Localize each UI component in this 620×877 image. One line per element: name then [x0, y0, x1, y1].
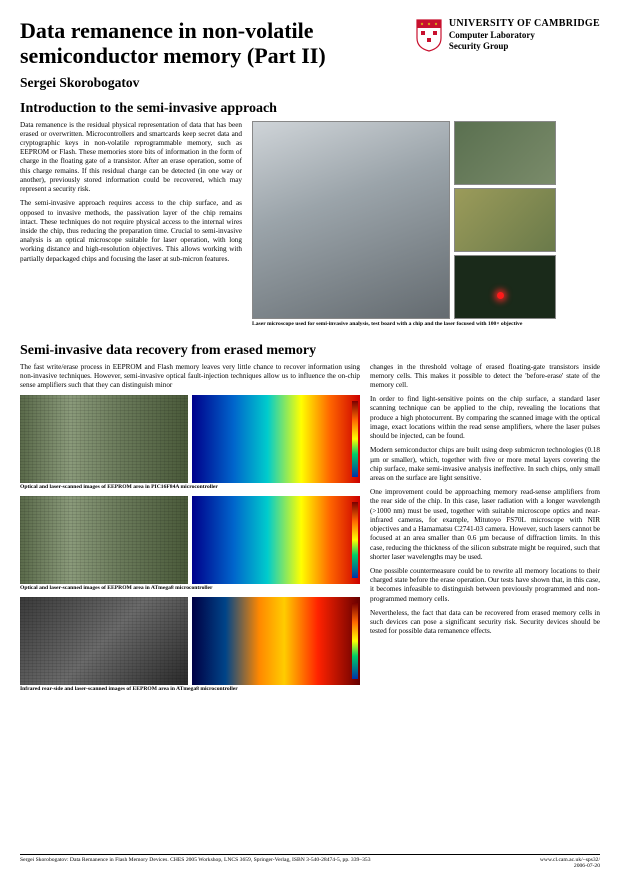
microscope-image	[252, 121, 450, 319]
header: Data remanence in non-volatile semicondu…	[20, 18, 600, 91]
recovery-para-6: Nevertheless, the fact that data can be …	[370, 609, 600, 637]
figure-row-1	[20, 395, 360, 483]
laser-dot-icon	[497, 292, 504, 299]
intro-section: Data remanence is the residual physical …	[20, 121, 600, 333]
colorbar-icon	[352, 401, 358, 477]
recovery-section: The fast write/erase process in EEPROM a…	[20, 363, 600, 699]
recovery-para-5: One possible countermeasure could be to …	[370, 567, 600, 604]
atmega8-infrared-laserscan-image	[192, 597, 360, 685]
laser-focus-image	[454, 255, 556, 319]
pic16f84a-laserscan-image	[192, 395, 360, 483]
atmega8-optical-image	[20, 496, 188, 584]
recovery-lead: The fast write/erase process in EEPROM a…	[20, 363, 360, 391]
testboard-image-1	[454, 121, 556, 185]
colorbar-icon	[352, 502, 358, 578]
figure-row-2	[20, 496, 360, 584]
recovery-para-4: One improvement could be approaching mem…	[370, 488, 600, 562]
recovery-right-column: changes in the threshold voltage of eras…	[370, 363, 600, 699]
page-title: Data remanence in non-volatile semicondu…	[20, 18, 405, 69]
dept-line-2: Security Group	[449, 41, 600, 51]
figure-3-caption: Infrared rear-side and laser-scanned ima…	[20, 686, 360, 692]
intro-para-1: Data remanence is the residual physical …	[20, 121, 242, 195]
colorbar-icon	[352, 603, 358, 679]
intro-image-caption: Laser microscope used for semi-invasive …	[252, 321, 522, 327]
atmega8-laserscan-image	[192, 496, 360, 584]
author: Sergei Skorobogatov	[20, 75, 405, 91]
figure-1-caption: Optical and laser-scanned images of EEPR…	[20, 484, 360, 490]
footer-right: www.cl.cam.ac.uk/~sps32/ 2006-07-20	[540, 857, 600, 869]
intro-text-column: Data remanence is the residual physical …	[20, 121, 242, 333]
pic16f84a-optical-image	[20, 395, 188, 483]
title-block: Data remanence in non-volatile semicondu…	[20, 18, 405, 91]
university-block: UNIVERSITY OF CAMBRIDGE Computer Laborat…	[415, 18, 600, 52]
intro-heading: Introduction to the semi-invasive approa…	[20, 101, 600, 117]
recovery-para-2: In order to find light-sensitive points …	[370, 395, 600, 441]
intro-para-2: The semi-invasive approach requires acce…	[20, 199, 242, 264]
figure-row-3	[20, 597, 360, 685]
university-name: UNIVERSITY OF CAMBRIDGE	[449, 18, 600, 29]
footer-date: 2006-07-20	[574, 863, 600, 869]
recovery-left-column: The fast write/erase process in EEPROM a…	[20, 363, 360, 699]
recovery-heading: Semi-invasive data recovery from erased …	[20, 343, 600, 359]
figure-2-caption: Optical and laser-scanned images of EEPR…	[20, 585, 360, 591]
recovery-para-1: changes in the threshold voltage of eras…	[370, 363, 600, 391]
intro-images: Laser microscope used for semi-invasive …	[252, 121, 600, 333]
university-text: UNIVERSITY OF CAMBRIDGE Computer Laborat…	[449, 18, 600, 52]
footer-citation: Sergei Skorobogatov: Data Remanence in F…	[20, 857, 371, 869]
footer: Sergei Skorobogatov: Data Remanence in F…	[20, 854, 600, 869]
atmega8-infrared-image	[20, 597, 188, 685]
recovery-para-3: Modern semiconductor chips are built usi…	[370, 446, 600, 483]
dept-line-1: Computer Laboratory	[449, 30, 600, 40]
cambridge-shield-icon	[415, 18, 443, 52]
testboard-image-2	[454, 188, 556, 252]
